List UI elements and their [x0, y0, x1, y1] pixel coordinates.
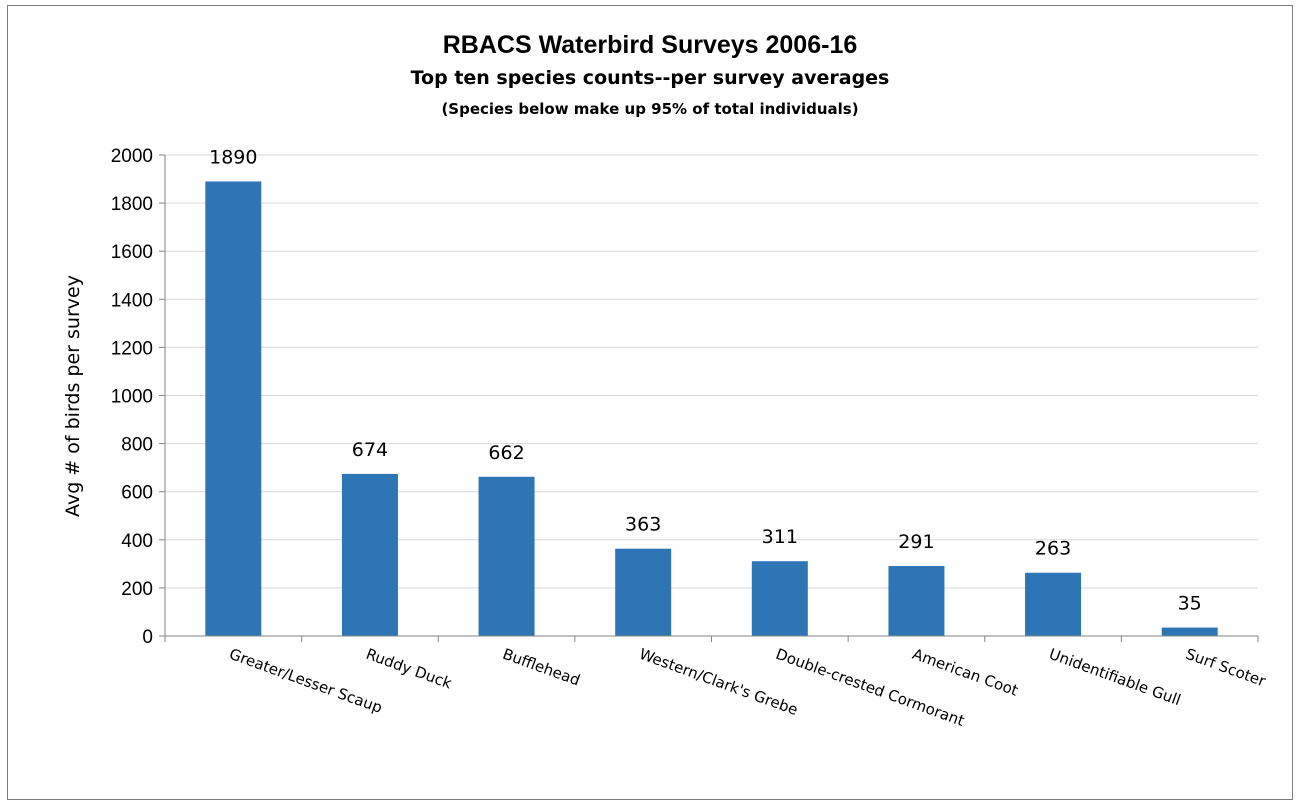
y-tick-label: 2000 — [111, 146, 153, 167]
data-labels: 1890 674 662 363 311 291 263 35 — [209, 146, 1202, 614]
x-tick-label: Unidentifiable Gull — [1047, 645, 1184, 709]
x-tick-label: American Coot — [910, 645, 1020, 700]
gridlines — [165, 154, 1258, 589]
y-tick-label: 1400 — [111, 290, 153, 311]
data-label: 263 — [1035, 538, 1071, 560]
data-label: 311 — [762, 526, 798, 548]
bars — [205, 181, 1218, 636]
y-tick-label: 1800 — [111, 194, 153, 215]
y-tick-label: 600 — [121, 483, 153, 504]
y-tick-label: 1000 — [111, 387, 153, 408]
bar — [1161, 627, 1218, 636]
y-tick-label: 1600 — [111, 242, 153, 263]
x-tick-label: Bufflehead — [500, 645, 582, 690]
data-label: 291 — [898, 531, 934, 553]
x-tick-label: Ruddy Duck — [364, 645, 455, 693]
y-tick-label: 800 — [121, 435, 153, 456]
bar — [751, 561, 808, 636]
y-tick-label: 1200 — [111, 338, 153, 359]
axes — [159, 154, 1259, 642]
data-label: 674 — [352, 439, 388, 461]
y-axis-label: Avg # of birds per survey — [62, 275, 84, 517]
chart-title: RBACS Waterbird Surveys 2006-16 — [443, 31, 858, 59]
bar — [478, 476, 535, 636]
bar — [888, 566, 945, 636]
data-label: 363 — [625, 514, 661, 536]
bar — [205, 181, 262, 636]
bar — [341, 473, 398, 636]
chart-subtitle: Top ten species counts--per survey avera… — [411, 67, 890, 89]
bar — [615, 548, 672, 636]
y-tick-labels: 0 200 400 600 800 1000 1200 1400 1600 1800 2000 — [111, 146, 153, 648]
y-tick-label: 200 — [121, 579, 153, 600]
x-tick-label: Surf Scoter — [1183, 645, 1268, 691]
data-label: 1890 — [209, 146, 257, 168]
y-tick-label: 0 — [142, 627, 153, 648]
data-label: 662 — [488, 442, 524, 464]
x-tick-label: Greater/Lesser Scaup — [227, 645, 385, 717]
bar — [1025, 572, 1082, 636]
data-label: 35 — [1178, 593, 1202, 615]
chart-note: (Species below make up 95% of total indi… — [441, 100, 858, 118]
y-tick-label: 400 — [121, 531, 153, 552]
